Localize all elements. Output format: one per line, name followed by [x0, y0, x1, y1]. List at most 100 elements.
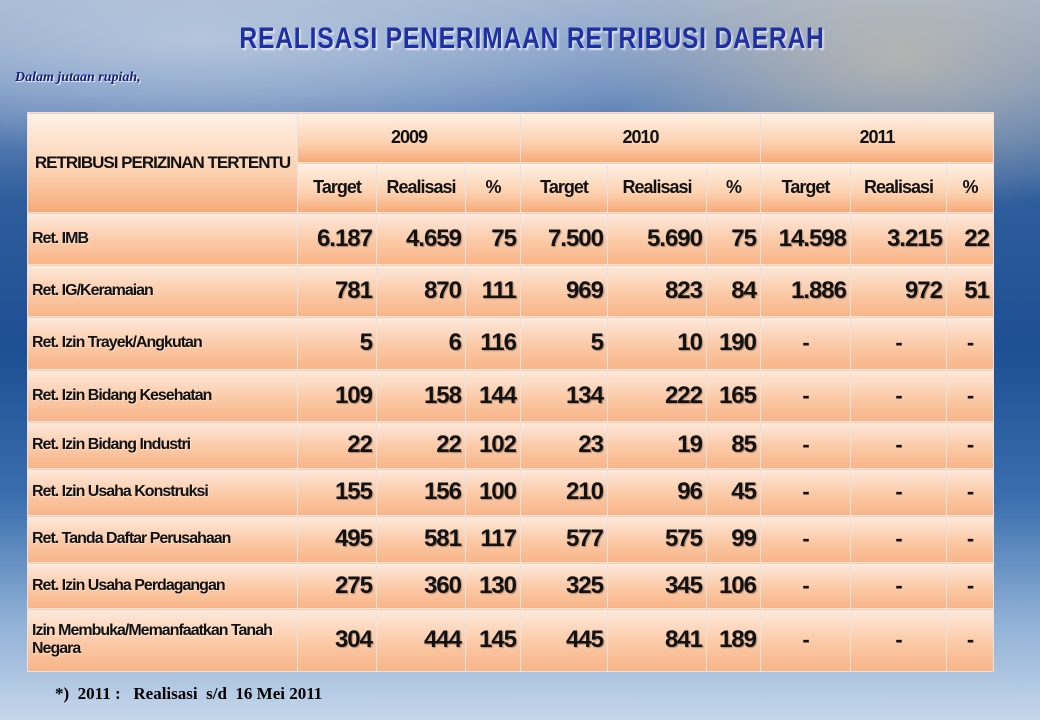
cell-value: -	[850, 316, 947, 370]
cell-value: 99	[706, 515, 761, 563]
year-header: 2009	[297, 112, 521, 163]
table-row: Ret. IG/Keramaian 781 870 111 969 823 84 1.886 9…	[27, 264, 994, 317]
row-label: Ret. IG/Keramaian	[27, 264, 298, 317]
cell-value: 190	[706, 316, 761, 370]
cell-value: 5	[297, 316, 377, 370]
cell-value: 6.187	[297, 212, 377, 265]
column-header: %	[706, 162, 761, 213]
cell-value: 445	[520, 608, 608, 672]
table-row: RETRIBUSI PERIZINAN TERTENTU 2009 2010 2011	[27, 112, 994, 213]
cell-value: -	[946, 369, 994, 422]
column-header: Target	[520, 162, 608, 213]
cell-value: 345	[607, 562, 707, 609]
cell-value: 45	[706, 468, 761, 516]
row-label: Ret. Izin Usaha Konstruksi	[27, 468, 298, 516]
table-row: Ret. Tanda Daftar Perusahaan 495 581 117 577…	[27, 515, 994, 563]
row-label: Izin Membuka/Memanfaatkan Tanah Negara	[27, 608, 298, 672]
cell-value: -	[760, 316, 851, 370]
cell-value: 96	[607, 468, 707, 516]
cell-value: 841	[607, 608, 707, 672]
cell-value: 444	[376, 608, 466, 672]
cell-value: 109	[297, 369, 377, 422]
cell-value: 210	[520, 468, 608, 516]
table-row: Target Realisasi% Target Realisasi% Target Re…	[28, 162, 994, 213]
cell-value: 84	[706, 264, 761, 317]
cell-value: 189	[706, 608, 761, 672]
cell-value: -	[850, 369, 947, 422]
cell-value: 304	[297, 608, 377, 672]
column-header: Realisasi	[376, 162, 466, 213]
cell-value: 1.886	[760, 264, 851, 317]
cell-value: -	[760, 608, 851, 672]
cell-value: -	[946, 421, 994, 469]
cell-value: 22	[297, 421, 377, 469]
cell-value: 10	[607, 316, 707, 370]
table-row: Ret. Izin Bidang Kesehatan 109 158 144 134 22…	[27, 369, 994, 422]
cell-value: 360	[376, 562, 466, 609]
cell-value: -	[760, 421, 851, 469]
cell-value: 144	[465, 369, 521, 422]
cell-value: 6	[376, 316, 466, 370]
cell-value: 5	[520, 316, 608, 370]
cell-value: 130	[465, 562, 521, 609]
cell-value: 51	[946, 264, 994, 317]
cell-value: 325	[520, 562, 608, 609]
cell-value: 575	[607, 515, 707, 563]
cell-value: -	[760, 562, 851, 609]
row-label: Ret. Tanda Daftar Perusahaan	[27, 515, 298, 563]
cell-value: 156	[376, 468, 466, 516]
cell-value: 14.598	[760, 212, 851, 265]
cell-value: 7.500	[520, 212, 608, 265]
cell-value: 116	[465, 316, 521, 370]
footnote: *) 2011 : Realisasi s/d 16 Mei 2011	[55, 684, 323, 703]
row-label: Ret. Izin Bidang Kesehatan	[27, 369, 298, 422]
column-header: %	[946, 162, 994, 213]
cell-value: 117	[465, 515, 521, 563]
cell-value: -	[850, 608, 947, 672]
cell-value: 102	[465, 421, 521, 469]
cell-value: -	[760, 515, 851, 563]
table-row: Ret. IMB 6.187 4.659 75 7.500 5.690 75 14.598 3.…	[27, 212, 994, 265]
cell-value: 22	[946, 212, 994, 265]
table-row: Izin Membuka/Memanfaatkan Tanah Negara 30…	[27, 608, 994, 672]
cell-value: -	[946, 608, 994, 672]
cell-value: 823	[607, 264, 707, 317]
cell-value: 4.659	[376, 212, 466, 265]
cell-value: 155	[297, 468, 377, 516]
title: REALISASI PENERIMAAN RETRIBUSI DAERAH	[239, 22, 825, 55]
row-label: Ret. IMB	[27, 212, 298, 265]
cell-value: 972	[850, 264, 947, 317]
cell-value: 870	[376, 264, 466, 317]
table-row: Ret. Izin Bidang Industri 22 22 102 23 19 85- -…	[27, 421, 994, 469]
cell-value: 75	[465, 212, 521, 265]
cell-value: 75	[706, 212, 761, 265]
row-label: Ret. Izin Bidang Industri	[27, 421, 298, 469]
cell-value: 19	[607, 421, 707, 469]
table-row: Ret. Izin Usaha Perdagangan 275 360 130 325 3…	[27, 562, 994, 609]
cell-value: -	[850, 562, 947, 609]
cell-value: -	[760, 468, 851, 516]
cell-value: 85	[706, 421, 761, 469]
cell-value: 23	[520, 421, 608, 469]
cell-value: 969	[520, 264, 608, 317]
table-row: Ret. Izin Usaha Konstruksi 155 156 100 210 96…	[27, 468, 994, 516]
cell-value: 781	[297, 264, 377, 317]
cell-value: 165	[706, 369, 761, 422]
subtitle: Dalam jutaan rupiah,	[15, 70, 141, 85]
cell-value: 134	[520, 369, 608, 422]
cell-value: 3.215	[850, 212, 947, 265]
cell-value: -	[760, 369, 851, 422]
row-label: Ret. Izin Usaha Perdagangan	[27, 562, 298, 609]
column-header: Target	[760, 162, 851, 213]
cell-value: -	[850, 421, 947, 469]
year-header: 2011	[760, 112, 994, 163]
cell-value: -	[946, 562, 994, 609]
year-header: 2010	[520, 112, 761, 163]
cell-value: 145	[465, 608, 521, 672]
cell-value: 22	[376, 421, 466, 469]
column-header: Target	[297, 162, 377, 213]
cell-value: -	[946, 515, 994, 563]
cell-value: 106	[706, 562, 761, 609]
cell-value: 158	[376, 369, 466, 422]
